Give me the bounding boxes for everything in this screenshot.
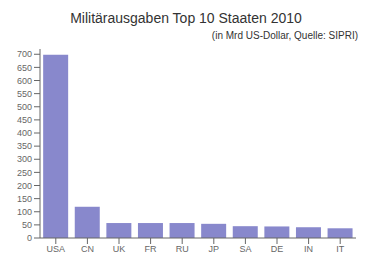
- html-text:(in Mrd US-Dollar, Quelle: SIP: (in Mrd US-Dollar, Quelle: SIPRI): [211, 30, 358, 41]
- svg-text:700: 700: [17, 49, 32, 59]
- svg-text:USA: USA: [47, 244, 66, 254]
- svg-text:350: 350: [17, 141, 32, 151]
- svg-text:200: 200: [17, 181, 32, 191]
- svg-text:DE: DE: [271, 244, 284, 254]
- svg-text:FR: FR: [145, 244, 157, 254]
- svg-text:150: 150: [17, 194, 32, 204]
- svg-text:600: 600: [17, 76, 32, 86]
- svg-text:JP: JP: [209, 244, 220, 254]
- svg-text:250: 250: [17, 168, 32, 178]
- svg-text:400: 400: [17, 128, 32, 138]
- svg-text:0: 0: [27, 233, 32, 243]
- svg-text:IT: IT: [336, 244, 345, 254]
- svg-text:500: 500: [17, 102, 32, 112]
- svg-text:100: 100: [17, 207, 32, 217]
- svg-text:CN: CN: [81, 244, 94, 254]
- svg-text:50: 50: [22, 220, 32, 230]
- svg-text:SA: SA: [239, 244, 251, 254]
- svg-text:UK: UK: [113, 244, 126, 254]
- svg-text:RU: RU: [176, 244, 189, 254]
- html-text:Militärausgaben Top 10 Staaten: Militärausgaben Top 10 Staaten 2010: [70, 10, 302, 26]
- svg-text:550: 550: [17, 89, 32, 99]
- svg-text:IN: IN: [304, 244, 313, 254]
- svg-text:650: 650: [17, 63, 32, 73]
- svg-text:300: 300: [17, 154, 32, 164]
- svg-text:450: 450: [17, 115, 32, 125]
